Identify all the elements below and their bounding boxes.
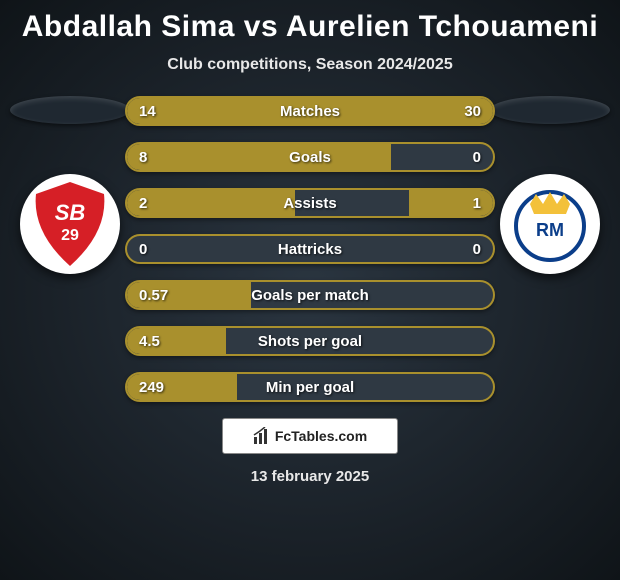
stat-label: Hattricks: [127, 241, 493, 258]
player-left-spot: SB 29: [10, 156, 130, 276]
stat-value-right: 0: [473, 149, 481, 166]
stat-value-right: 1: [473, 195, 481, 212]
stat-row: 4.5Shots per goal: [125, 326, 495, 356]
stat-value-right: 0: [473, 241, 481, 258]
date-text: 13 february 2025: [0, 468, 620, 485]
stat-label: Matches: [127, 103, 493, 120]
stat-row: 0Hattricks0: [125, 234, 495, 264]
stat-row: 2Assists1: [125, 188, 495, 218]
page-title: Abdallah Sima vs Aurelien Tchouameni: [0, 0, 620, 44]
stat-label: Goals per match: [127, 287, 493, 304]
player-right-crest: RM: [500, 174, 600, 274]
chart-icon: [253, 427, 271, 445]
stat-bars: 14Matches308Goals02Assists10Hattricks00.…: [125, 96, 495, 402]
stat-row: 14Matches30: [125, 96, 495, 126]
brand-text: FcTables.com: [275, 428, 367, 444]
stat-row: 0.57Goals per match: [125, 280, 495, 310]
stat-label: Min per goal: [127, 379, 493, 396]
shield-icon: SB 29: [20, 174, 120, 274]
stat-label: Shots per goal: [127, 333, 493, 350]
stat-label: Goals: [127, 149, 493, 166]
spotlight-ellipse: [10, 96, 130, 124]
subtitle: Club competitions, Season 2024/2025: [0, 56, 620, 74]
stat-row: 8Goals0: [125, 142, 495, 172]
player-left-crest: SB 29: [20, 174, 120, 274]
svg-text:29: 29: [61, 227, 79, 244]
stat-label: Assists: [127, 195, 493, 212]
comparison-arena: SB 29 RM 14Matches308Goals02Assists10Hat…: [0, 96, 620, 402]
player-right-spot: RM: [490, 156, 610, 276]
brand-badge[interactable]: FcTables.com: [222, 418, 398, 454]
stat-row: 249Min per goal: [125, 372, 495, 402]
crown-crest-icon: RM: [500, 174, 600, 274]
svg-text:SB: SB: [55, 200, 86, 225]
spotlight-ellipse: [490, 96, 610, 124]
svg-text:RM: RM: [536, 220, 564, 240]
stat-value-right: 30: [464, 103, 481, 120]
